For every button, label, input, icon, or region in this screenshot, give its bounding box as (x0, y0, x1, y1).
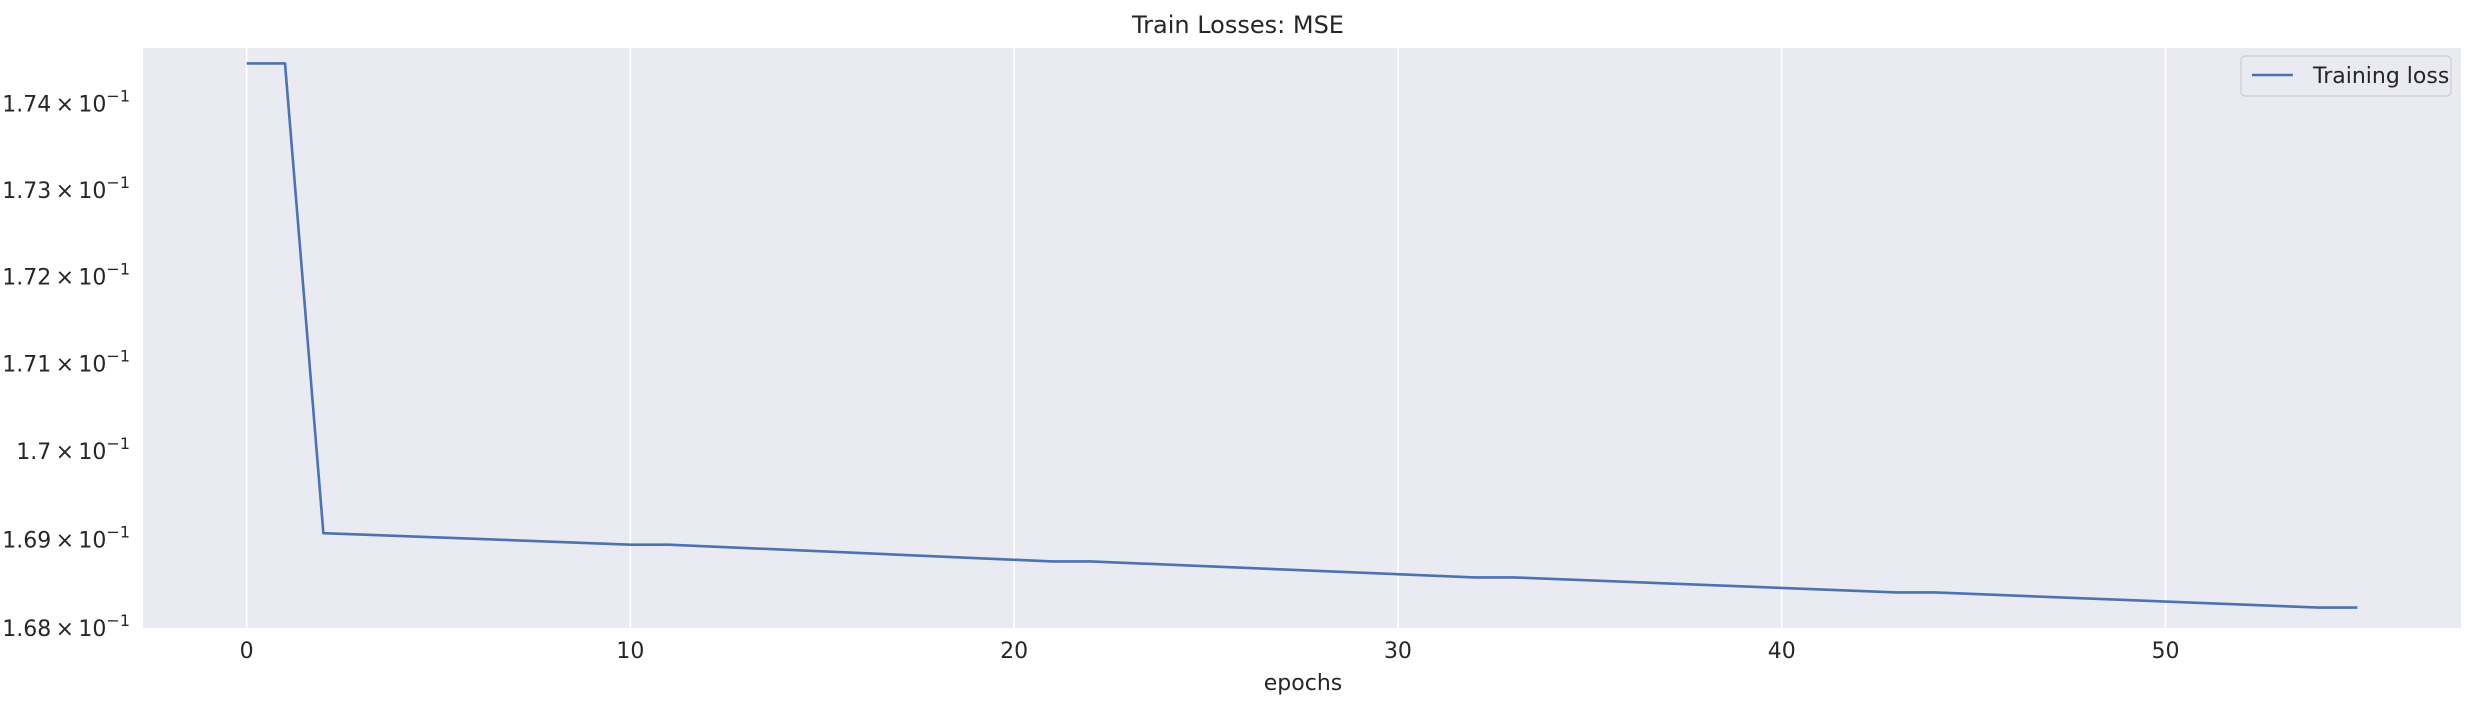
series-layer (246, 62, 2358, 609)
x-tick-label: 30 (1384, 639, 1412, 664)
y-tick-label: 1.71 × 10−1 (2, 347, 130, 378)
y-tick-label: 1.68 × 10−1 (2, 611, 130, 642)
plot-area (143, 48, 2461, 628)
y-tick-label: 1.69 × 10−1 (2, 522, 130, 553)
x-tick-label: 10 (616, 639, 644, 664)
y-tick-label: 1.73 × 10−1 (2, 173, 130, 204)
chart-title: Train Losses: MSE (1131, 11, 1344, 39)
y-tick-label: 1.74 × 10−1 (2, 87, 130, 118)
x-ticks: 0 10 20 30 40 50 (240, 639, 2180, 664)
y-tick-label: 1.7 × 10−1 (16, 434, 130, 465)
legend-box (2240, 55, 2452, 97)
x-tick-label: 20 (1000, 639, 1028, 664)
legend-label: Training loss (2312, 64, 2449, 89)
y-ticks: 1.68 × 10−1 1.69 × 10−1 1.7 × 10−1 1.71 × 1… (2, 87, 130, 642)
grid-lines (245, 48, 2167, 628)
legend: Training loss (2240, 55, 2452, 97)
x-tick-label: 40 (1768, 639, 1796, 664)
x-tick-label: 0 (240, 639, 254, 664)
x-tick-label: 50 (2151, 639, 2179, 664)
x-axis-label: epochs (1264, 671, 1342, 696)
y-tick-label: 1.72 × 10−1 (2, 259, 130, 290)
series-line-training-loss (246, 62, 2358, 609)
